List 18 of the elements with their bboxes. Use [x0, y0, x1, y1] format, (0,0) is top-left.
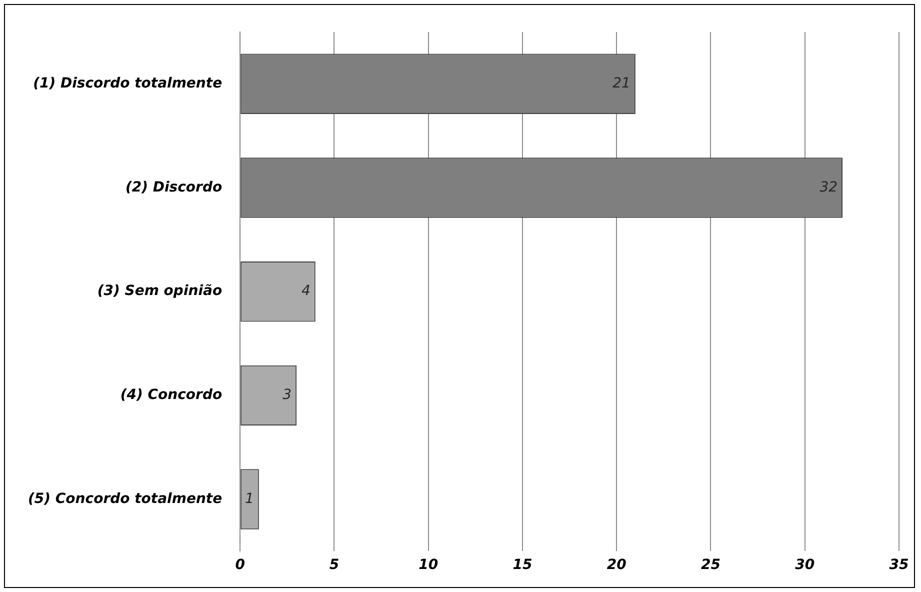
data-label: 1 [244, 490, 254, 507]
y-tick-label: (2) Discordo [125, 179, 222, 196]
data-label: 4 [301, 283, 310, 300]
x-tick-label: 0 [235, 557, 246, 574]
x-tick-label: 15 [512, 557, 532, 574]
y-tick-label: (3) Sem opinião [97, 283, 222, 300]
x-tick-label: 35 [889, 557, 909, 574]
x-tick-label: 10 [418, 557, 438, 574]
y-tick-label: (4) Concordo [120, 387, 222, 404]
x-tick-label: 5 [329, 557, 340, 574]
data-label: 21 [612, 76, 630, 92]
x-tick-label: 25 [701, 557, 721, 574]
data-label: 3 [282, 387, 292, 404]
y-tick-label: (5) Concordo totalmente [28, 490, 222, 507]
y-tick-label: (1) Discordo totalmente [33, 76, 222, 92]
data-label: 32 [820, 179, 838, 196]
x-tick-label: 20 [606, 557, 627, 574]
x-tick-label: 30 [795, 557, 815, 574]
